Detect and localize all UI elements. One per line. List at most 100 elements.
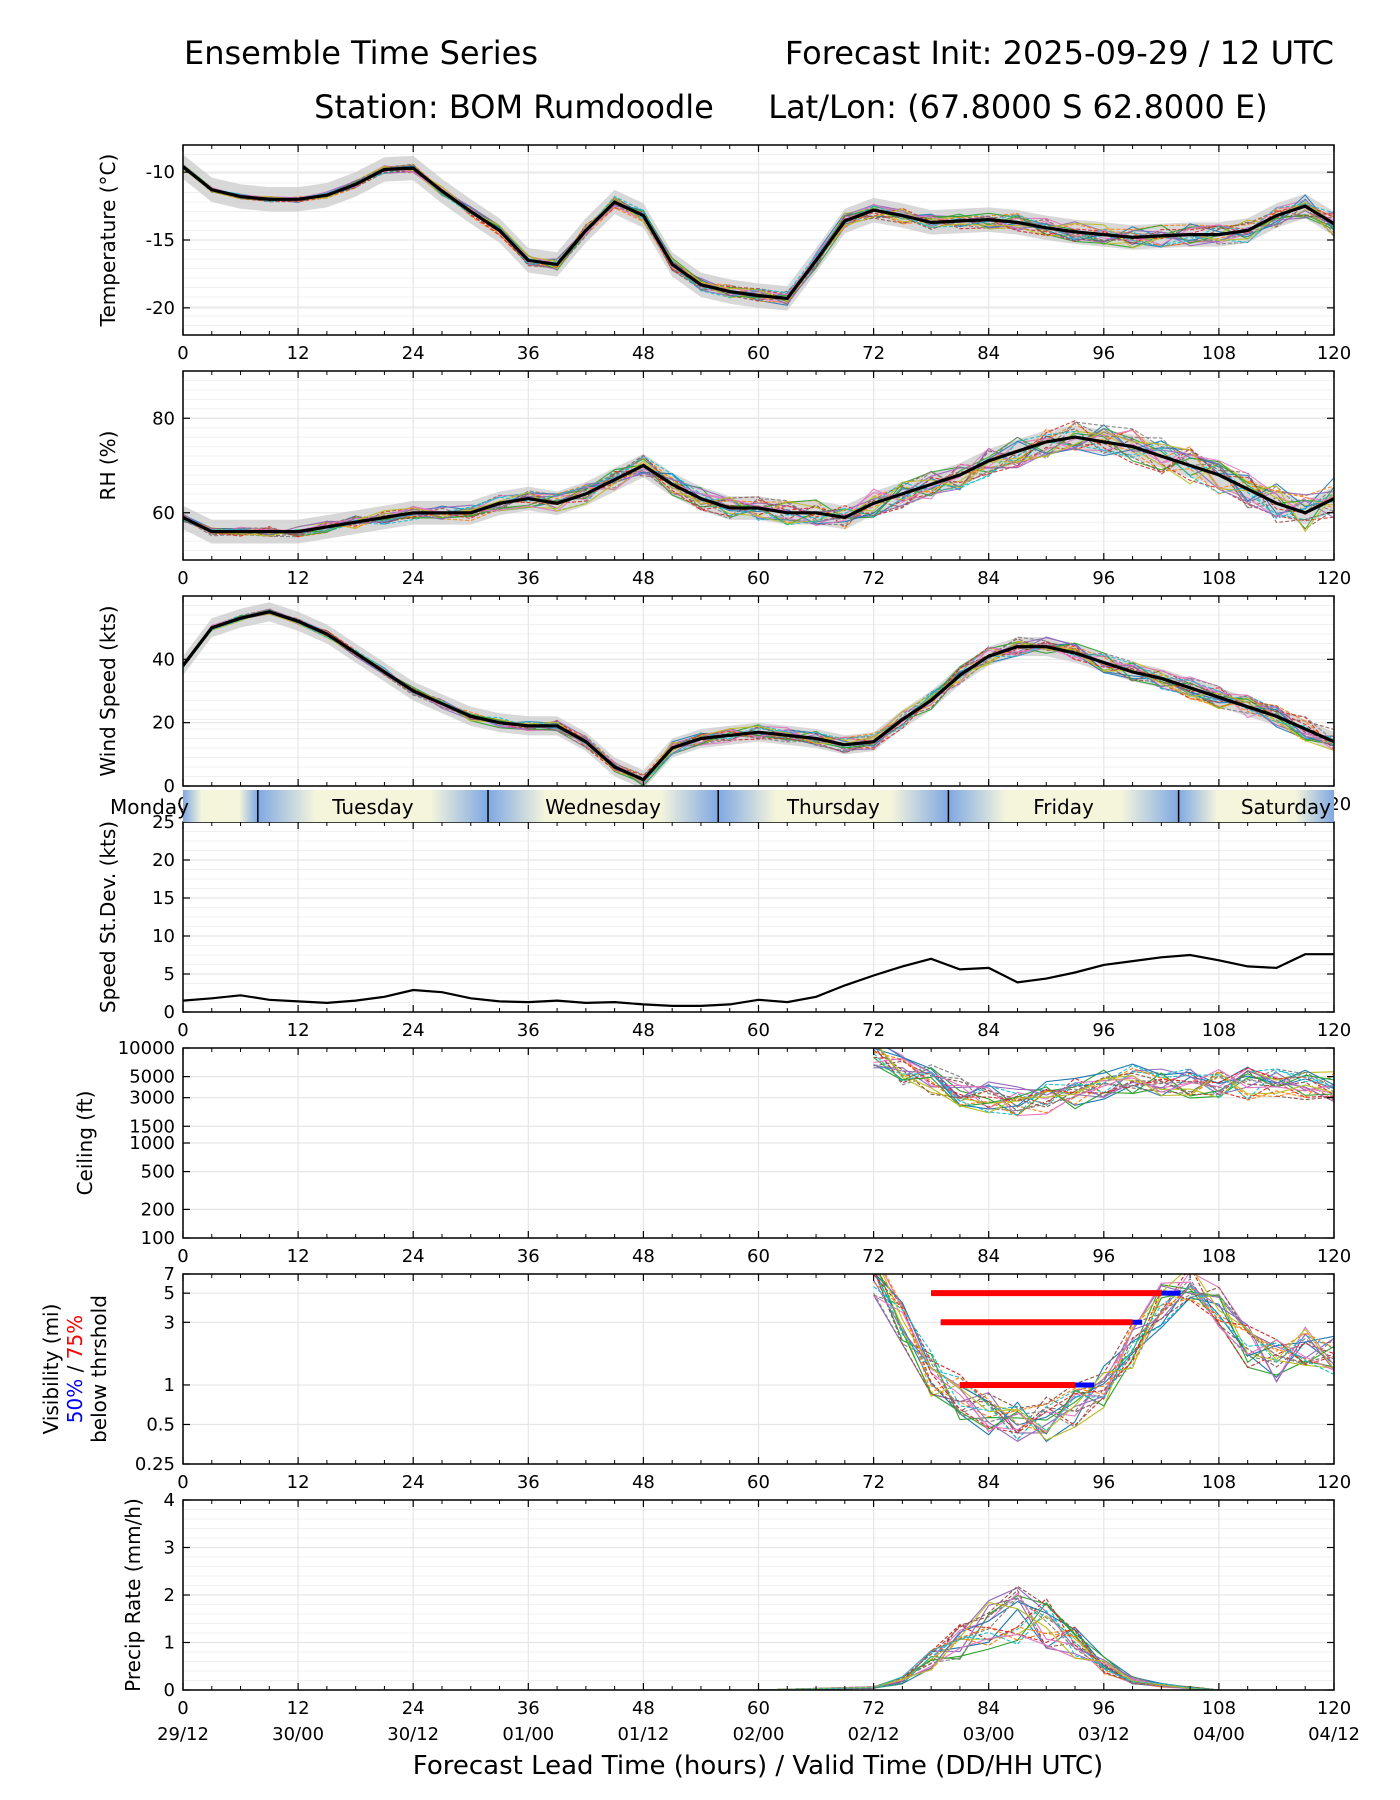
x-tick-label: 12 [287,568,310,589]
member-line [183,421,1334,536]
y-ticks: 0 20 40 [152,649,1334,797]
y-ticks: 0.25 0.5 1 3 57 [135,1264,1334,1475]
x-tick-label: 24 [402,1246,425,1267]
member-line [877,1274,1334,1432]
member-line [183,1601,1334,1690]
valid-time-label: 02/00 [733,1724,785,1745]
stdev-line [183,953,1334,1007]
y-tick-label: 10000 [118,1038,175,1059]
y-tick-label: 2 [164,1585,175,1606]
x-tick-label: 84 [977,1698,1000,1719]
member-line [874,1048,1334,1102]
day-label: Wednesday [545,795,661,819]
y-ticks: -10 -15 -20 [146,162,1334,319]
member-line [873,1277,1334,1441]
member-line [183,609,1334,776]
x-tick-label: 36 [517,1472,540,1493]
member-line [873,1053,1334,1116]
x-tick-label: 48 [632,1698,655,1719]
x-tick-label: 96 [1092,1246,1115,1267]
day-segment [488,790,719,822]
x-tick-label: 108 [1202,343,1236,364]
x-tick-label: 96 [1092,1472,1115,1493]
day-band: Monday Tuesday Wednesday Thursday Friday Satu… [110,790,1334,822]
y-tick-label: 5 [164,964,175,985]
x-tick-label: 84 [977,1472,1000,1493]
x-tick-label: 108 [1202,1020,1236,1041]
day-segment [948,790,1179,822]
y-tick-label: 4 [164,1490,175,1511]
member-line [879,1274,1334,1435]
x-tick-label: 0 [177,568,188,589]
y-tick-label: 1 [164,1375,175,1396]
y-axis-label: Visibility (mi) [39,1304,63,1435]
plot-content [183,953,1334,1007]
y-ticks: 0 5 10 15 20 25 [152,812,1334,1023]
grid [182,595,1335,787]
member-line [183,430,1334,534]
x-tick-label: 60 [747,1020,770,1041]
day-label: Tuesday [331,795,414,819]
member-line [183,611,1334,780]
x-tick-label: 120 [1317,568,1351,589]
y-tick-label: 0.25 [135,1454,175,1475]
member-line [183,435,1334,537]
grid [182,821,1335,1013]
valid-time-label: 04/12 [1308,1724,1360,1745]
valid-time-label: 02/12 [848,1724,900,1745]
y-tick-label: 0 [164,1002,175,1023]
plot-content [183,602,1334,786]
x-tick-label: 48 [632,343,655,364]
y-tick-label: -10 [146,162,175,183]
plot-content [183,420,1334,544]
y-tick-label: 0 [164,776,175,797]
member-line [874,1274,1334,1435]
x-ticks: 0 12 24 36 48 60 72 84 96 108 120 [177,371,1351,589]
latlon-label: Lat/Lon: (67.8000 S 62.8000 E) [768,88,1268,126]
valid-time-label: 29/12 [157,1724,209,1745]
ensemble-mean-line [183,610,1334,782]
plot-content [183,1585,1334,1690]
y-tick-label: 10 [152,926,175,947]
x-tick-label: 12 [287,1246,310,1267]
y-axis-label: Speed St.Dev. (kts) [96,821,120,1013]
x-tick-label: 108 [1202,1472,1236,1493]
member-line [183,430,1334,537]
x-tick-label: 96 [1092,1698,1115,1719]
valid-time-label: 03/00 [963,1724,1015,1745]
valid-time-labels: 29/12 30/00 30/12 01/00 01/12 02/00 02/12 03/00… [157,1724,1360,1745]
y-axis-label: Temperature (°C) [96,154,120,328]
member-line [874,1048,1334,1102]
member-line [183,609,1334,783]
day-segment [1178,790,1334,822]
member-line [183,428,1334,536]
x-tick-label: 60 [747,1246,770,1267]
x-tick-label: 0 [177,1472,188,1493]
x-ticks: 0 12 24 36 48 60 72 84 96 108 120 [177,1274,1351,1493]
panel-wind: 0122436486072849610812002040Wind Speed (… [96,595,1351,815]
x-tick-label: 120 [1317,1698,1351,1719]
y-axis-label: Precip Rate (mm/h) [121,1498,145,1692]
day-label: Monday [110,795,189,819]
y-axis-label: RH (%) [96,431,120,501]
panel-ceiling: 0 12 24 36 48 60 72 84 96 108 120 100 200 500 10001500… [73,1038,1351,1267]
member-line [882,1274,1334,1432]
x-tick-label: 84 [977,343,1000,364]
member-line [183,166,1334,298]
day-segment [257,790,489,822]
x-tick-label: 48 [632,1020,655,1041]
x-tick-label: 36 [517,1246,540,1267]
valid-time-label: 04/00 [1193,1724,1245,1745]
member-line [183,1610,1334,1690]
x-tick-label: 72 [862,1472,885,1493]
x-tick-label: 0 [177,1698,188,1719]
member-line [183,611,1334,777]
x-tick-label: 36 [517,1020,540,1041]
x-tick-label: 36 [517,1698,540,1719]
valid-time-label: 30/00 [272,1724,324,1745]
x-tick-label: 60 [747,1472,770,1493]
x-tick-label: 84 [977,568,1000,589]
y-tick-label: 3 [164,1312,175,1333]
